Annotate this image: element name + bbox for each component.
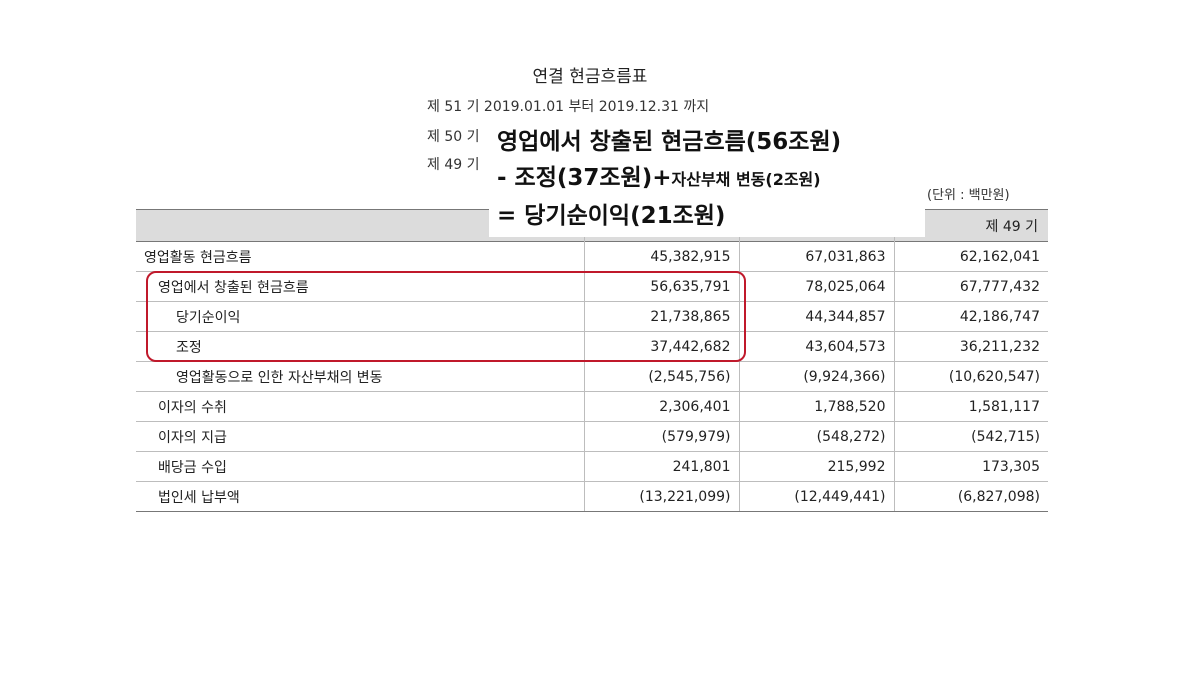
value-50: 78,025,064	[738, 271, 894, 302]
value-50: 1,788,520	[738, 391, 894, 422]
row-label: 영업에서 창출된 현금흐름	[136, 271, 584, 302]
row-label: 배당금 수입	[136, 451, 584, 482]
value-50: (12,449,441)	[738, 481, 894, 512]
highlight-box	[146, 271, 746, 362]
unit-label: (단위 : 백만원)	[927, 188, 1010, 203]
value-50: (548,272)	[738, 421, 894, 452]
table-row: 영업에서 창출된 현금흐름 56,635,791 78,025,064 67,7…	[136, 271, 1048, 302]
value-51: 241,801	[583, 451, 739, 482]
value-49: (10,620,547)	[893, 361, 1048, 392]
period-line-51: 제 51 기 2019.01.01 부터 2019.12.31 까지	[427, 99, 710, 115]
annotation-line-1: 영업에서 창출된 현금흐름(56조원)	[497, 129, 842, 155]
value-51: 21,738,865	[583, 301, 739, 332]
row-label: 조정	[136, 331, 584, 362]
value-49: 1,581,117	[893, 391, 1048, 422]
table-row: 영업활동으로 인한 자산부채의 변동 (2,545,756) (9,924,36…	[136, 361, 1048, 392]
row-label: 당기순이익	[136, 301, 584, 332]
annotation-line-2: - 조정(37조원)+자산부채 변동(2조원)	[497, 160, 925, 198]
value-49: 36,211,232	[893, 331, 1048, 362]
value-49: (542,715)	[893, 421, 1048, 452]
value-49: 67,777,432	[893, 271, 1048, 302]
table-row: 당기순이익 21,738,865 44,344,857 42,186,747	[136, 301, 1048, 332]
annotation-line-3: = 당기순이익(21조원)	[497, 203, 726, 229]
period-line-50: 제 50 기	[427, 129, 480, 145]
annotation-line-2-main: - 조정(37조원)+	[497, 165, 672, 191]
row-label: 영업활동으로 인한 자산부채의 변동	[136, 361, 584, 392]
value-51: 45,382,915	[583, 241, 739, 272]
row-label: 이자의 수취	[136, 391, 584, 422]
document-title: 연결 현금흐름표	[532, 67, 648, 87]
table-row: 이자의 수취 2,306,401 1,788,520 1,581,117	[136, 391, 1048, 422]
row-label: 법인세 납부액	[136, 481, 584, 512]
table-row: 배당금 수입 241,801 215,992 173,305	[136, 451, 1048, 482]
row-label: 이자의 지급	[136, 421, 584, 452]
annotation-overlay: 영업에서 창출된 현금흐름(56조원) - 조정(37조원)+자산부채 변동(2…	[489, 120, 925, 237]
value-50: 44,344,857	[738, 301, 894, 332]
table-row: 이자의 지급 (579,979) (548,272) (542,715)	[136, 421, 1048, 452]
table-row: 영업활동 현금흐름 45,382,915 67,031,863 62,162,0…	[136, 241, 1048, 272]
value-51: (579,979)	[583, 421, 739, 452]
value-50: (9,924,366)	[738, 361, 894, 392]
annotation-line-2-small: 자산부채 변동(2조원)	[671, 170, 821, 189]
value-49: 42,186,747	[893, 301, 1048, 332]
value-50: 215,992	[738, 451, 894, 482]
value-51: 37,442,682	[583, 331, 739, 362]
value-49: 173,305	[893, 451, 1048, 482]
value-49: 62,162,041	[893, 241, 1048, 272]
row-label: 영업활동 현금흐름	[136, 241, 584, 272]
value-51: 56,635,791	[583, 271, 739, 302]
table-row: 조정 37,442,682 43,604,573 36,211,232	[136, 331, 1048, 362]
value-50: 43,604,573	[738, 331, 894, 362]
table-row: 법인세 납부액 (13,221,099) (12,449,441) (6,827…	[136, 481, 1048, 512]
value-49: (6,827,098)	[893, 481, 1048, 512]
value-50: 67,031,863	[738, 241, 894, 272]
value-51: 2,306,401	[583, 391, 739, 422]
value-51: (2,545,756)	[583, 361, 739, 392]
period-line-49: 제 49 기	[427, 157, 480, 173]
value-51: (13,221,099)	[583, 481, 739, 512]
